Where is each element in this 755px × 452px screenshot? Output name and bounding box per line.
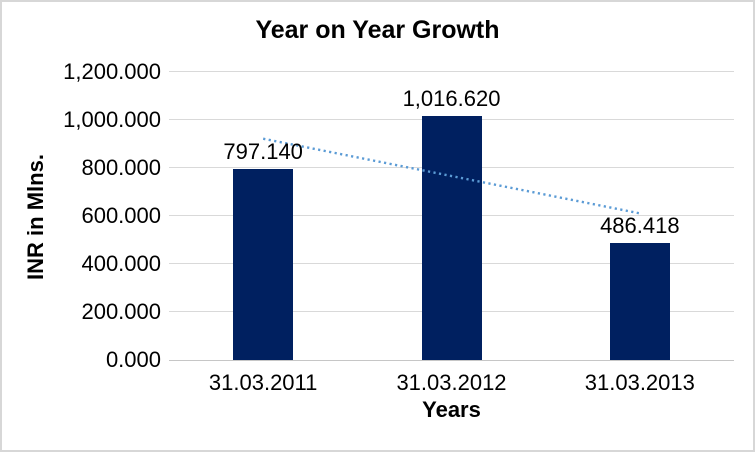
x-axis-line [169, 360, 734, 361]
bar [421, 116, 482, 360]
bar [233, 168, 294, 360]
chart-title: Year on Year Growth [255, 16, 500, 44]
data-label: 1,016.620 [402, 86, 501, 111]
x-tick-label: 31.03.2012 [396, 370, 507, 395]
data-label: 797.140 [223, 138, 303, 164]
x-axis-title: Years [422, 397, 481, 422]
gridline [169, 71, 734, 72]
y-tick-label: 400.000 [81, 251, 161, 276]
y-tick-label: 800.000 [81, 155, 161, 180]
y-tick-label: 0.000 [105, 347, 161, 372]
y-tick-label: 600.000 [81, 203, 161, 228]
data-label: 486.418 [600, 213, 680, 239]
y-tick-label: 1,000.000 [63, 107, 161, 132]
x-tick-label: 31.03.2013 [584, 370, 695, 395]
y-tick-label: 200.000 [81, 299, 161, 324]
x-tick-label: 31.03.2011 [208, 370, 318, 395]
y-tick-label: 1,200.000 [63, 59, 161, 84]
bar [609, 243, 670, 360]
